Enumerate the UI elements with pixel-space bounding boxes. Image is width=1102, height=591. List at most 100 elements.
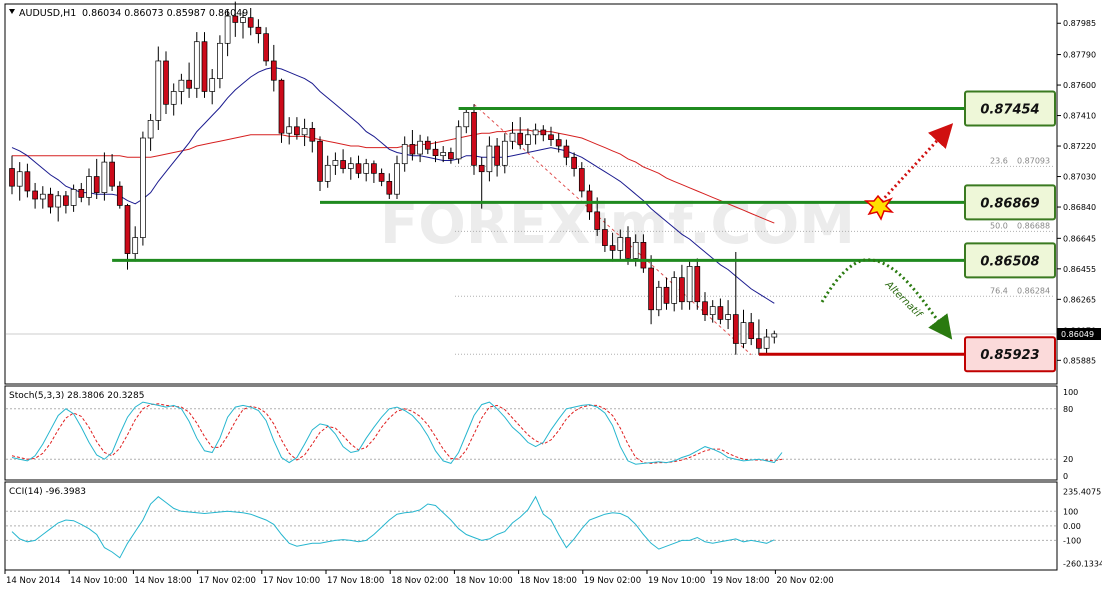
fib-price: 0.87093 bbox=[1017, 156, 1050, 165]
cci-y-label: 0.00 bbox=[1063, 522, 1081, 531]
dropdown-arrow-icon[interactable] bbox=[9, 9, 15, 14]
candle-bear bbox=[232, 15, 239, 23]
candle-bear bbox=[409, 144, 416, 155]
candle-bull bbox=[217, 42, 223, 79]
candle-bear bbox=[609, 245, 616, 251]
candle-bull bbox=[617, 237, 624, 251]
y-tick-label: 0.86840 bbox=[1063, 203, 1096, 212]
candle-bull bbox=[363, 163, 370, 174]
candle-bull bbox=[178, 79, 185, 92]
x-tick-label: 14 Nov 18:00 bbox=[134, 576, 191, 586]
candle-bear bbox=[186, 79, 192, 89]
candle-bull bbox=[170, 91, 177, 105]
candle-bear bbox=[555, 139, 562, 147]
current-price-label: 0.86049 bbox=[1061, 330, 1094, 339]
cci-line bbox=[11, 495, 775, 559]
candle-bear bbox=[640, 242, 647, 269]
candle-bear bbox=[756, 338, 762, 349]
candle-bear bbox=[625, 237, 631, 259]
candle-bull bbox=[509, 132, 516, 142]
fib-price: 0.86688 bbox=[1017, 221, 1050, 230]
x-tick-label: 17 Nov 10:00 bbox=[263, 576, 320, 586]
candle-bear bbox=[116, 185, 123, 206]
candle-bull bbox=[417, 140, 423, 155]
candle-bear bbox=[424, 140, 431, 150]
candle-bear bbox=[201, 41, 208, 92]
x-tick-label: 17 Nov 02:00 bbox=[199, 576, 256, 586]
candle-bear bbox=[93, 176, 100, 193]
candle-bull bbox=[224, 15, 231, 44]
candle-bear bbox=[109, 161, 115, 187]
candle-bear bbox=[548, 134, 554, 140]
cci-title: CCI(14) -96.3983 bbox=[9, 487, 86, 497]
candle-bear bbox=[494, 145, 500, 166]
bullish-arrow bbox=[876, 123, 954, 207]
candle-bear bbox=[263, 33, 269, 62]
candle-bull bbox=[725, 314, 731, 320]
candle-bear bbox=[24, 171, 31, 192]
candle-bear bbox=[702, 301, 708, 315]
x-tick-label: 20 Nov 02:00 bbox=[776, 576, 833, 586]
level-box-pivot bbox=[964, 184, 1056, 221]
candle-bear bbox=[648, 267, 654, 311]
cci-y-label: -260.1334 bbox=[1063, 560, 1102, 569]
stoch-panel-frame bbox=[4, 385, 1058, 481]
x-tick-label: 18 Nov 10:00 bbox=[455, 576, 512, 586]
level-label-resistance: 0.87454 bbox=[980, 102, 1039, 117]
y-tick-label: 0.87220 bbox=[1063, 142, 1096, 151]
y-tick-label: 0.87410 bbox=[1063, 112, 1096, 121]
candle-bear bbox=[9, 168, 15, 187]
candle-bear bbox=[679, 277, 685, 303]
candle-bear bbox=[594, 211, 601, 230]
candle-bear bbox=[294, 126, 300, 136]
candle-bull bbox=[401, 144, 408, 165]
candle-bear bbox=[717, 306, 724, 320]
y-tick-label: 0.86455 bbox=[1063, 265, 1096, 274]
candle-bull bbox=[39, 193, 46, 200]
y-tick-label: 0.87790 bbox=[1063, 51, 1096, 60]
candle-bear bbox=[47, 193, 54, 208]
fib-ratio: 76.4 bbox=[990, 286, 1008, 295]
x-tick-label: 14 Nov 2014 bbox=[6, 576, 60, 586]
candle-bear bbox=[63, 195, 69, 206]
level-box-support bbox=[964, 242, 1056, 279]
candle-bull bbox=[463, 111, 470, 128]
fib-ratio: 23.6 bbox=[990, 156, 1008, 165]
candle-bull bbox=[240, 17, 246, 23]
stoch-title: Stoch(5,3,3) 28.3806 20.3285 bbox=[9, 391, 144, 401]
candle-bear bbox=[270, 60, 277, 81]
level-label-stop: 0.85923 bbox=[980, 348, 1039, 363]
cci-y-label: 100 bbox=[1063, 507, 1078, 516]
level-box-stop bbox=[964, 336, 1056, 373]
ma-fast-line bbox=[11, 66, 775, 304]
candle-bull bbox=[147, 120, 154, 139]
ohlc-values: 0.86034 0.86073 0.85987 0.86049 bbox=[82, 8, 248, 19]
y-tick-label: 0.87985 bbox=[1063, 19, 1096, 28]
candle-bear bbox=[163, 60, 169, 105]
candle-bear bbox=[78, 189, 85, 198]
candle-bear bbox=[124, 205, 131, 254]
fib-price: 0.86284 bbox=[1017, 286, 1050, 295]
candle-bear bbox=[563, 145, 570, 158]
candle-bull bbox=[332, 160, 339, 166]
candle-bear bbox=[309, 128, 316, 142]
candle-bull bbox=[501, 140, 508, 166]
candle-bear bbox=[471, 111, 477, 166]
candle-bull bbox=[440, 152, 447, 157]
stoch-y-label: 100 bbox=[1063, 388, 1078, 397]
candle-bull bbox=[347, 163, 354, 169]
cci-y-label: 235.4075 bbox=[1063, 488, 1101, 497]
candle-bear bbox=[255, 26, 262, 35]
candle-bull bbox=[686, 266, 693, 303]
candle-bear bbox=[32, 190, 38, 200]
candle-bear bbox=[278, 79, 285, 134]
candle-bull bbox=[16, 171, 23, 187]
stoch-y-label: 20 bbox=[1063, 455, 1073, 464]
stoch-y-label: 80 bbox=[1063, 405, 1073, 414]
candle-bull bbox=[101, 161, 108, 193]
candle-bear bbox=[517, 132, 524, 145]
candle-bull bbox=[709, 306, 716, 315]
stoch-main-line bbox=[11, 401, 783, 465]
fib-ratio: 50.0 bbox=[990, 221, 1008, 230]
